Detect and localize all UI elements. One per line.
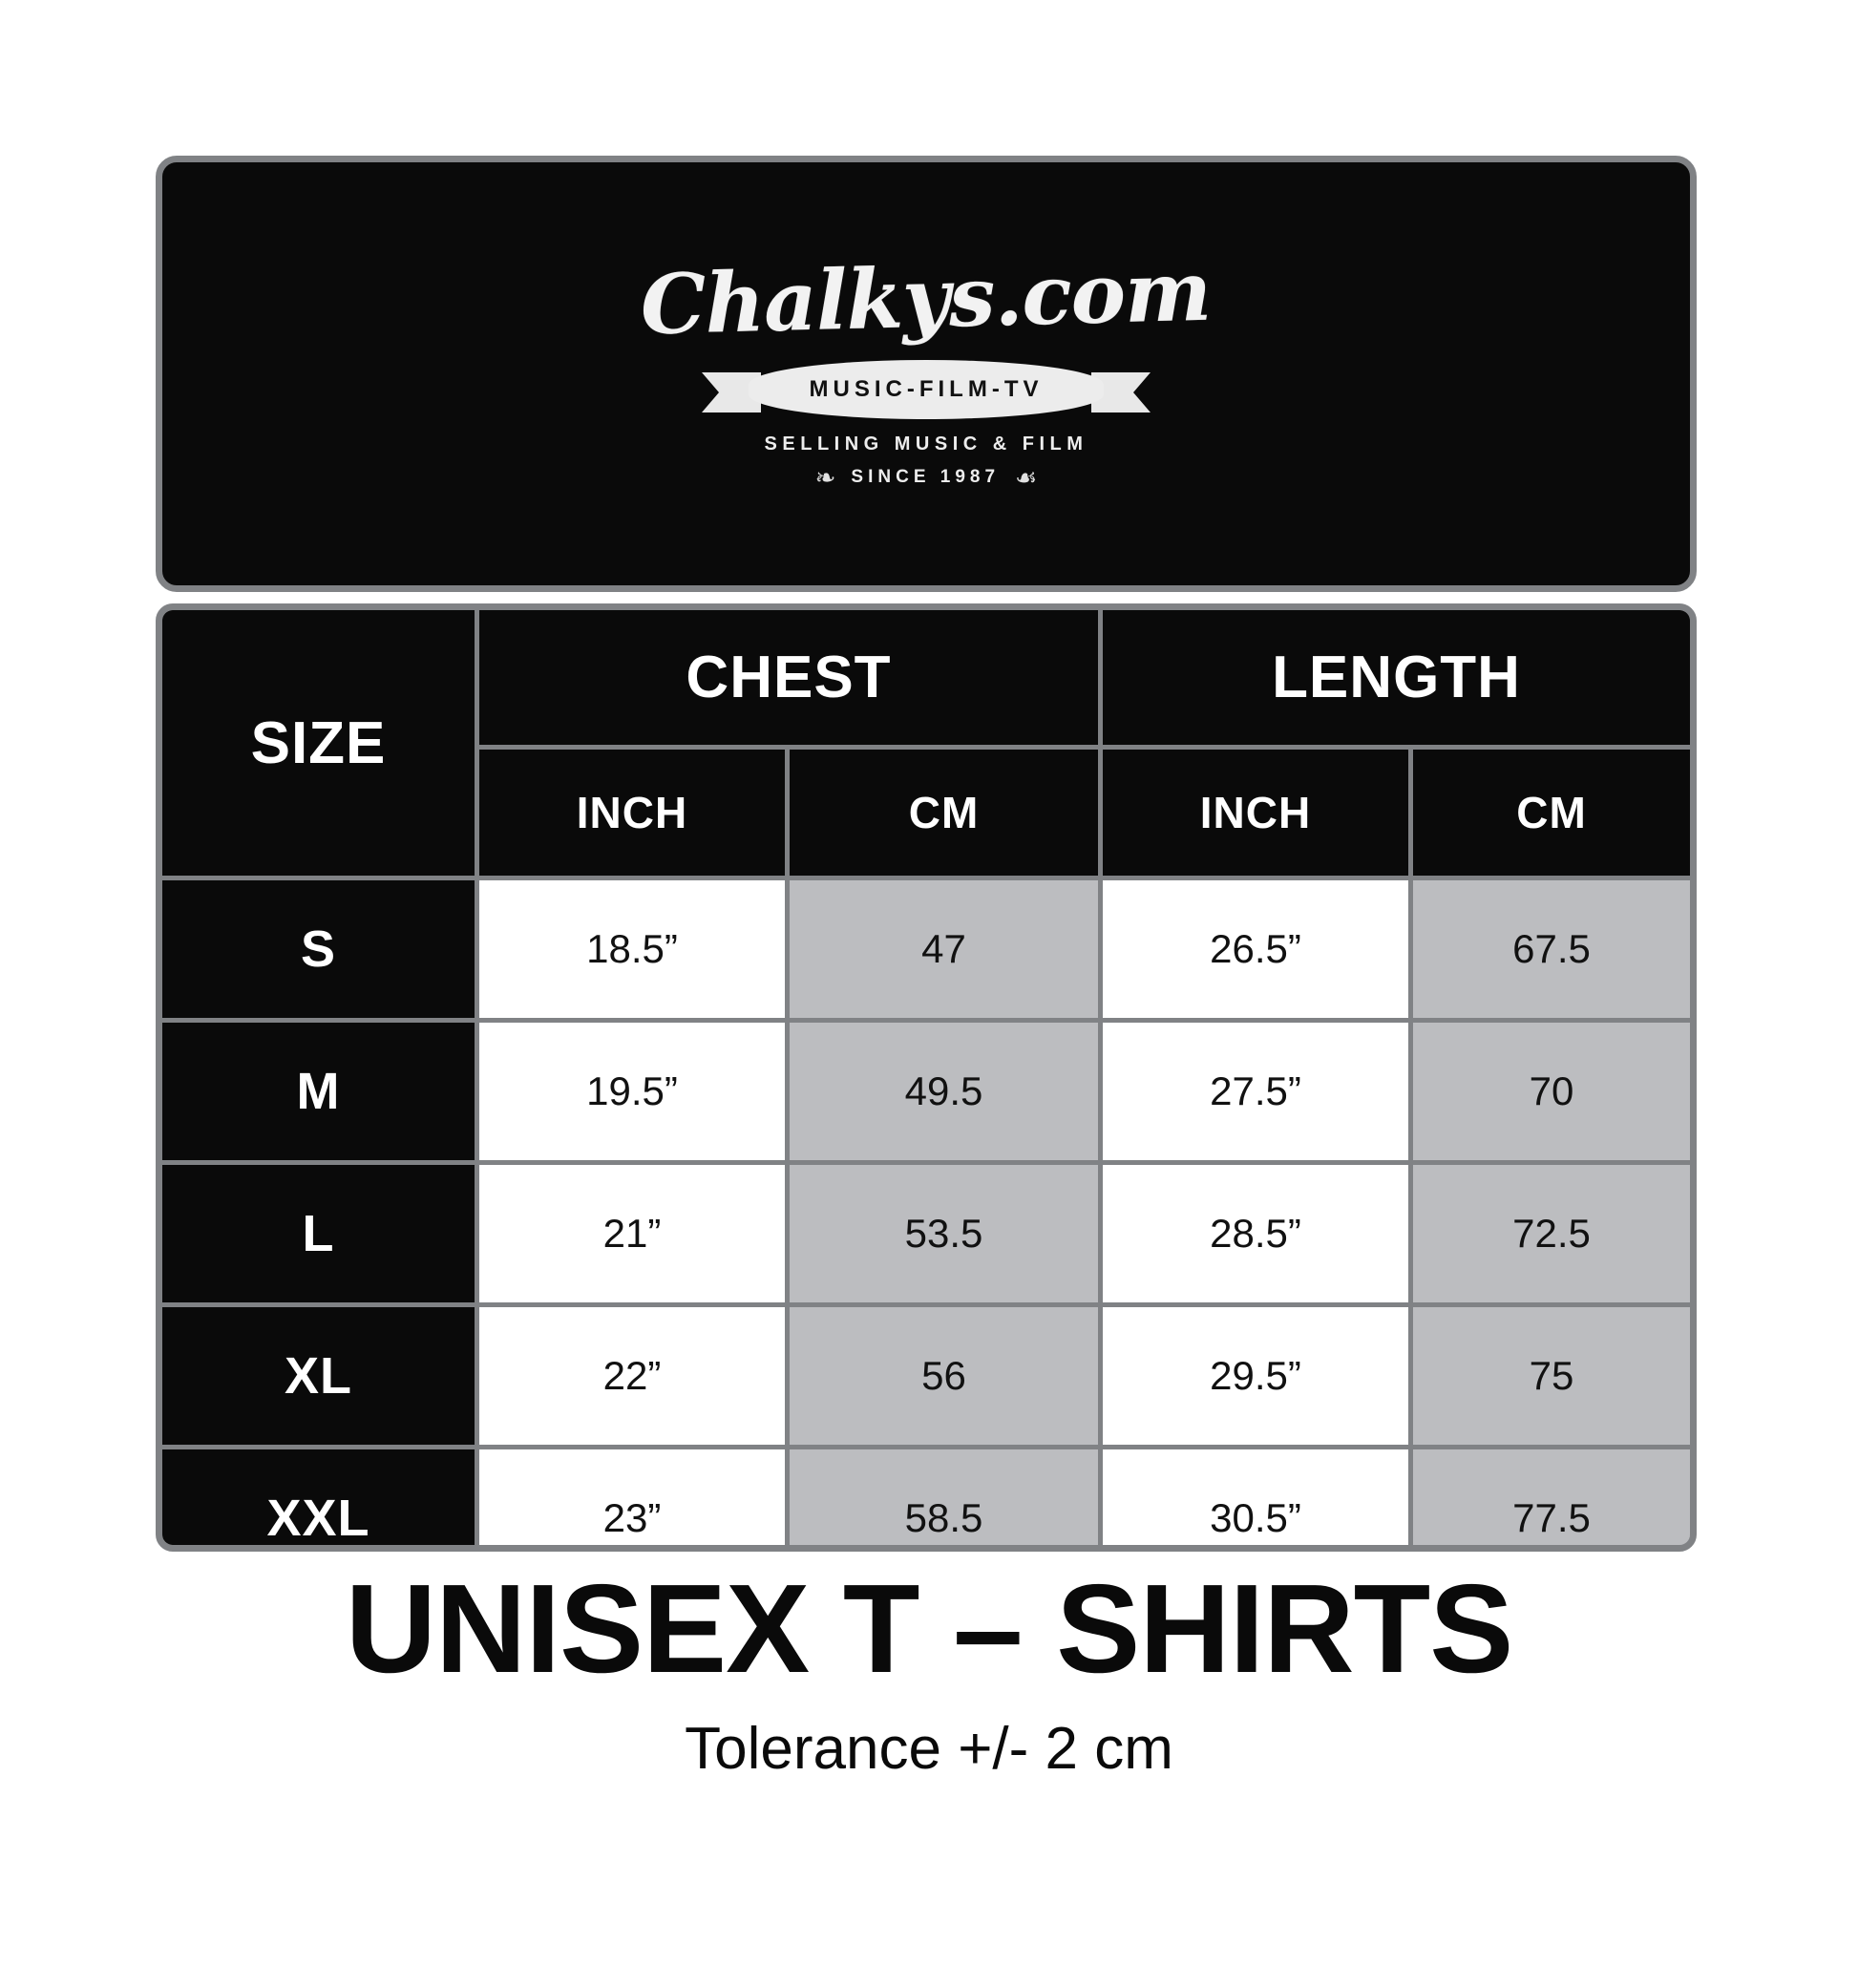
table-row-chest-cm: 58.5 xyxy=(790,1449,1098,1545)
page-title: UNISEX T – SHIRTS xyxy=(345,1558,1514,1699)
flourish-left-icon: ❧ xyxy=(814,463,836,492)
header-chest-cm: CM xyxy=(790,750,1098,876)
ribbon-body: MUSIC-FILM-TV xyxy=(749,360,1104,419)
table-row-chest-cm: 56 xyxy=(790,1307,1098,1445)
brand-since-row: ❧ SINCE 1987 ☙ xyxy=(815,465,1038,490)
table-row-length-cm: 77.5 xyxy=(1413,1449,1690,1545)
ribbon-label: MUSIC-FILM-TV xyxy=(809,376,1044,402)
brand-tagline: SELLING MUSIC & FILM xyxy=(764,434,1088,455)
header-length: LENGTH xyxy=(1103,610,1690,745)
table-row-length-cm: 75 xyxy=(1413,1307,1690,1445)
table-row-length-inch: 29.5” xyxy=(1103,1307,1408,1445)
table-row-length-inch: 27.5” xyxy=(1103,1023,1408,1160)
table-row-size: L xyxy=(162,1165,475,1302)
table-row-chest-inch: 18.5” xyxy=(479,880,785,1018)
table-row-chest-cm: 47 xyxy=(790,880,1098,1018)
ribbon-banner: MUSIC-FILM-TV xyxy=(702,359,1151,420)
table-row-chest-inch: 21” xyxy=(479,1165,785,1302)
table-row-length-cm: 72.5 xyxy=(1413,1165,1690,1302)
table-row-size: XXL xyxy=(162,1449,475,1545)
header-chest-inch: INCH xyxy=(479,750,785,876)
table-row-length-inch: 28.5” xyxy=(1103,1165,1408,1302)
brand-wordmark: Chalkys.com xyxy=(640,243,1213,354)
table-row-chest-inch: 19.5” xyxy=(479,1023,785,1160)
flourish-right-icon: ☙ xyxy=(1015,463,1038,492)
tolerance-note: Tolerance +/- 2 cm xyxy=(685,1716,1173,1782)
table-row-size: M xyxy=(162,1023,475,1160)
table-row-length-inch: 30.5” xyxy=(1103,1449,1408,1545)
table-row-chest-cm: 53.5 xyxy=(790,1165,1098,1302)
table-row-size: S xyxy=(162,880,475,1018)
table-row-length-cm: 70 xyxy=(1413,1023,1690,1160)
table-row-size: XL xyxy=(162,1307,475,1445)
table-row-length-cm: 67.5 xyxy=(1413,880,1690,1018)
header-chest: CHEST xyxy=(479,610,1098,745)
size-chart-table: SIZE CHEST LENGTH INCH CM INCH CM S 18.5… xyxy=(156,603,1697,1552)
table-row-length-inch: 26.5” xyxy=(1103,880,1408,1018)
table-row-chest-inch: 22” xyxy=(479,1307,785,1445)
size-chart-grid: SIZE CHEST LENGTH INCH CM INCH CM S 18.5… xyxy=(162,610,1690,1545)
table-row-chest-cm: 49.5 xyxy=(790,1023,1098,1160)
table-row-chest-inch: 23” xyxy=(479,1449,785,1545)
brand-logo-panel: Chalkys.com MUSIC-FILM-TV SELLING MUSIC … xyxy=(156,156,1697,592)
header-size: SIZE xyxy=(162,610,475,876)
header-length-cm: CM xyxy=(1413,750,1690,876)
brand-since-label: SINCE 1987 xyxy=(851,467,1001,487)
header-length-inch: INCH xyxy=(1103,750,1408,876)
